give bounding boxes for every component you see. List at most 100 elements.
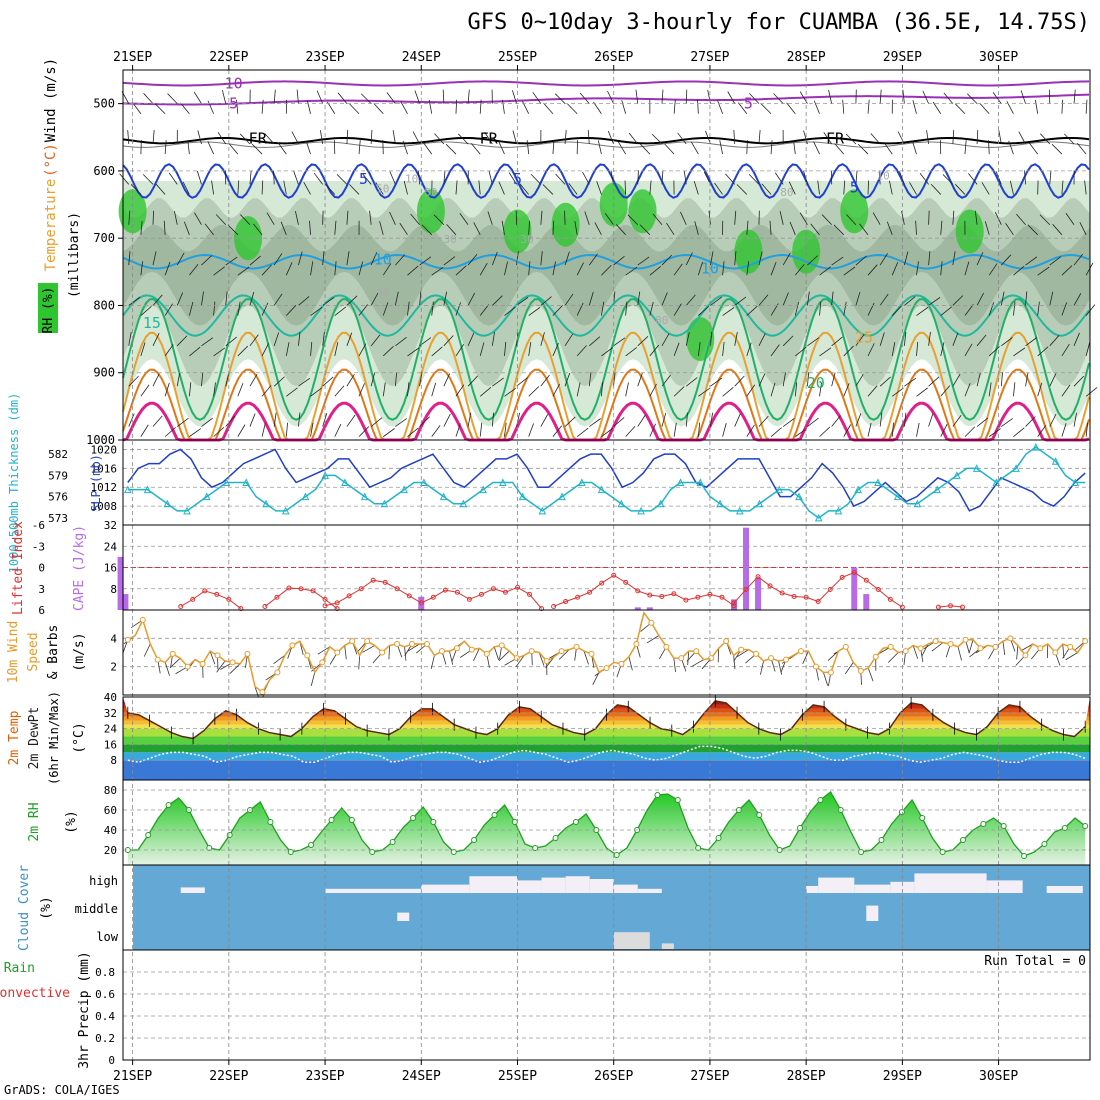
wind-barb (952, 295, 964, 306)
wind-barb-10m (449, 650, 454, 665)
wind10m-point (543, 658, 550, 664)
wind-barb (467, 292, 476, 306)
contour-label: 10 (225, 74, 243, 92)
wind-barb (1064, 133, 1075, 145)
lifted-index-tick-label: 3 (38, 583, 45, 596)
rh-point (1082, 823, 1089, 829)
wind-barb (261, 264, 272, 276)
wind-barb (1085, 99, 1088, 114)
cloud-cover-bar (517, 880, 542, 893)
wind-barb (736, 184, 748, 195)
wind-barb (142, 174, 154, 185)
wind10m-point (932, 638, 939, 645)
wind-barb (661, 412, 667, 427)
lifted-index-point (430, 594, 436, 600)
wind-barb (601, 382, 604, 397)
wind10m-point (349, 638, 356, 645)
wind-barb (625, 301, 628, 316)
rh-high-patch (955, 209, 984, 254)
wind-barb (322, 331, 325, 346)
wind-barb (867, 422, 872, 437)
wind-barb (322, 413, 328, 427)
wind-barb (479, 422, 483, 437)
wind-barb (922, 90, 929, 104)
wind10m-point (1037, 645, 1044, 652)
wind-barb (552, 425, 563, 437)
wind-barb (334, 423, 342, 437)
rh-point (532, 845, 539, 851)
wind10m-point (797, 648, 804, 655)
wind-barb (685, 332, 690, 346)
wind-barb (349, 103, 360, 115)
wind-barb (597, 140, 602, 155)
wind-barb (666, 222, 675, 236)
wind-barb (336, 174, 348, 185)
wind-barb (403, 180, 408, 195)
wind-barb (540, 414, 549, 427)
wind-barb (916, 307, 929, 316)
wind-barb (649, 344, 660, 357)
wind-barb (976, 129, 979, 145)
wind-barb (1001, 418, 1013, 427)
rh-high-patch (734, 229, 763, 274)
profile-ytick-label: 500 (93, 97, 115, 111)
wind-barb (773, 93, 784, 104)
wind-barb (152, 333, 160, 346)
wind-barb (940, 385, 951, 397)
wind-barb (661, 170, 664, 185)
wind-barb (843, 383, 850, 397)
isotherm-plus20 (122, 298, 1091, 421)
wind-barb (673, 263, 683, 276)
wind-barb (358, 426, 370, 437)
wind-barb (407, 265, 419, 276)
wind-barb (746, 140, 748, 155)
thickness-point (676, 478, 685, 486)
wind-barb (504, 306, 516, 316)
thickness-point (716, 499, 724, 508)
wind-barb (926, 130, 930, 145)
wind-barb (1037, 382, 1043, 397)
wind-barb (710, 412, 714, 427)
rh-high-patch (628, 189, 657, 234)
wind-barb (855, 374, 864, 387)
wind-barb (337, 92, 348, 104)
thickness-point (380, 499, 389, 508)
wind-barb (488, 170, 493, 185)
wind10m-point (394, 641, 401, 647)
wind-barb (386, 92, 396, 104)
wind-barb (843, 345, 854, 357)
wind-barb (673, 386, 685, 397)
wind-barb (442, 89, 445, 104)
wind-barb (770, 382, 776, 397)
wind-barb (588, 253, 598, 266)
wind-barb (652, 213, 663, 225)
wind-barb (152, 130, 155, 145)
date-label-bottom: 27SEP (690, 1069, 729, 1084)
wind-barb (1049, 256, 1062, 266)
wind-barb (296, 89, 299, 104)
wind-barb (683, 170, 687, 185)
temp-ylabel-1: 2m Temp (7, 710, 22, 765)
wind-barb (803, 170, 808, 185)
date-label-top: 21SEP (113, 50, 152, 65)
wind-barb (164, 344, 174, 357)
wind-barb (349, 184, 360, 195)
wind-barb (952, 373, 961, 387)
wind10m-ylabel-2: Speed (26, 632, 41, 671)
wind-barb (1013, 347, 1026, 357)
slp-tick-label: 1012 (91, 481, 118, 494)
thickness-point (893, 492, 902, 501)
wind-barb (228, 143, 239, 155)
wind10m-point (438, 648, 445, 655)
wind-barb (261, 422, 266, 437)
wind-barb (1013, 382, 1016, 397)
lifted-index-line (324, 579, 542, 609)
temp-tick-label: 16 (104, 738, 117, 751)
wind-barb (843, 301, 847, 316)
wind-barb (237, 345, 249, 357)
wind-barb (661, 374, 671, 387)
thickness-point (341, 478, 349, 486)
lifted-index-point (587, 589, 593, 595)
wind-barb (455, 384, 465, 397)
date-label-bottom: 25SEP (498, 1069, 537, 1084)
